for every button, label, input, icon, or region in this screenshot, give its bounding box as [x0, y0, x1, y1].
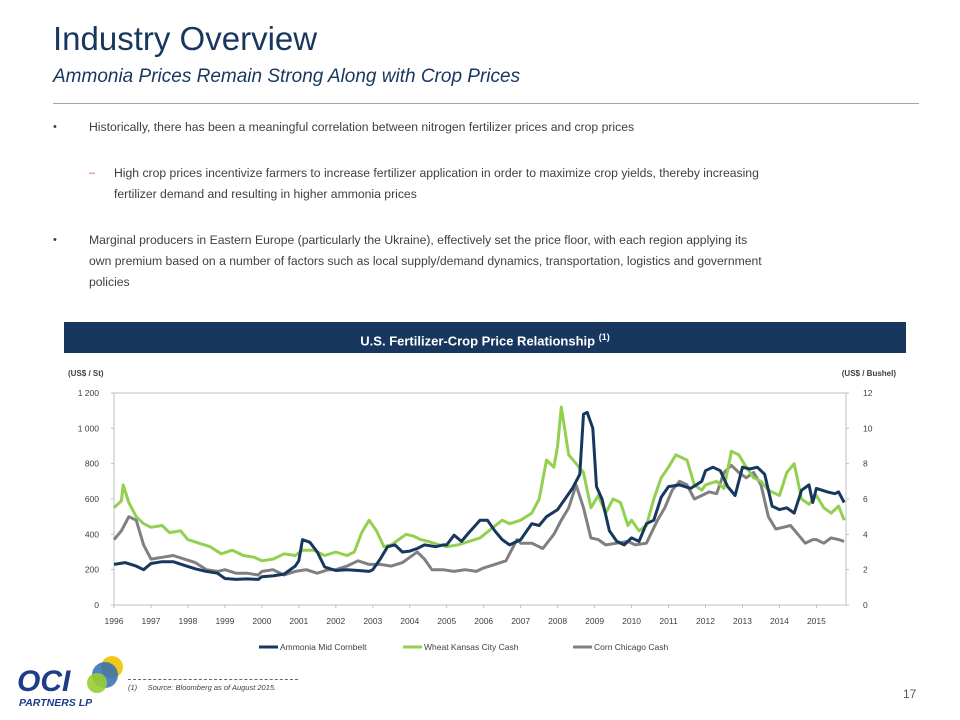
- legend-label: Ammonia Mid Cornbelt: [280, 642, 367, 652]
- x-tick-label: 1997: [142, 616, 161, 626]
- page-title: Industry Overview: [53, 20, 318, 57]
- series-line-ammonia-mid-cornbelt: [113, 410, 846, 581]
- y-right-tick-label: 4: [863, 529, 868, 539]
- y-right-tick-label: 2: [863, 565, 868, 575]
- y-right-tick-label: 6: [863, 494, 868, 504]
- x-tick-label: 2001: [289, 616, 308, 626]
- x-tick-label: 2014: [770, 616, 789, 626]
- x-tick-label: 2005: [437, 616, 456, 626]
- page-number: 17: [903, 687, 917, 701]
- sub-bullet-1-line1: High crop prices incentivize farmers to …: [114, 166, 759, 180]
- x-tick-label: 2004: [400, 616, 419, 626]
- footnote-separator: [128, 679, 298, 680]
- left-axis-unit-label: (US$ / St): [68, 369, 104, 378]
- logo-wordmark: OCI: [17, 665, 71, 698]
- x-tick-label: 1999: [215, 616, 234, 626]
- bullet-2-line3: policies: [89, 275, 130, 289]
- legend-label: Wheat Kansas City Cash: [424, 642, 519, 652]
- bullet-2-line1: Marginal producers in Eastern Europe (pa…: [89, 233, 748, 247]
- y-right-tick-label: 10: [863, 423, 873, 433]
- y-left-tick-label: 1 000: [78, 423, 100, 433]
- y-left-tick-label: 400: [85, 529, 99, 539]
- y-right-tick-label: 12: [863, 388, 873, 398]
- y-left-tick-label: 0: [94, 600, 99, 610]
- x-tick-label: 2012: [696, 616, 715, 626]
- footnote-marker: (1): [128, 683, 138, 692]
- x-tick-label: 1998: [178, 616, 197, 626]
- series-line-wheat-kansas-city-cash: [112, 405, 846, 563]
- x-tick-label: 2008: [548, 616, 567, 626]
- bullet-1-text: Historically, there has been a meaningfu…: [89, 120, 635, 134]
- chart-title-footnote-ref: (1): [598, 332, 610, 342]
- x-tick-label: 2013: [733, 616, 752, 626]
- x-tick-label: 2003: [363, 616, 382, 626]
- footnote-text: Source: Bloomberg as of August 2015.: [147, 683, 277, 692]
- x-tick-label: 2007: [511, 616, 530, 626]
- x-tick-label: 2009: [585, 616, 604, 626]
- x-tick-label: 2011: [659, 616, 678, 626]
- bullet-marker-1: •: [53, 121, 57, 133]
- y-left-tick-label: 1 200: [78, 388, 100, 398]
- page-subtitle: Ammonia Prices Remain Strong Along with …: [53, 66, 521, 87]
- y-left-tick-label: 600: [85, 494, 99, 504]
- sub-bullet-1-line2: fertilizer demand and resulting in highe…: [114, 187, 417, 201]
- y-left-tick-label: 200: [85, 565, 99, 575]
- x-tick-label: 2002: [326, 616, 345, 626]
- y-left-tick-label: 800: [85, 459, 99, 469]
- title-divider: [53, 103, 919, 104]
- y-right-tick-label: 0: [863, 600, 868, 610]
- sub-bullet-marker-1: –: [89, 167, 96, 179]
- x-tick-label: 2010: [622, 616, 641, 626]
- x-tick-label: 1996: [105, 616, 124, 626]
- y-right-tick-label: 8: [863, 459, 868, 469]
- x-tick-label: 2000: [252, 616, 271, 626]
- chart-title: U.S. Fertilizer-Crop Price Relationship: [360, 333, 596, 349]
- chart-title-banner: U.S. Fertilizer-Crop Price Relationship …: [64, 322, 906, 353]
- logo-subtext: PARTNERS LP: [19, 697, 93, 709]
- logo-circle-green: [87, 673, 107, 693]
- company-logo: OCI PARTNERS LP: [17, 656, 123, 709]
- legend-label: Corn Chicago Cash: [594, 642, 668, 652]
- x-tick-label: 2015: [807, 616, 826, 626]
- footnote: (1) Source: Bloomberg as of August 2015.: [128, 683, 276, 692]
- bullet-marker-2: •: [53, 234, 57, 246]
- x-tick-label: 2006: [474, 616, 493, 626]
- bullet-2-line2: own premium based on a number of factors…: [89, 254, 762, 268]
- right-axis-unit-label: (US$ / Bushel): [842, 369, 897, 378]
- plot-area-frame: [113, 392, 847, 606]
